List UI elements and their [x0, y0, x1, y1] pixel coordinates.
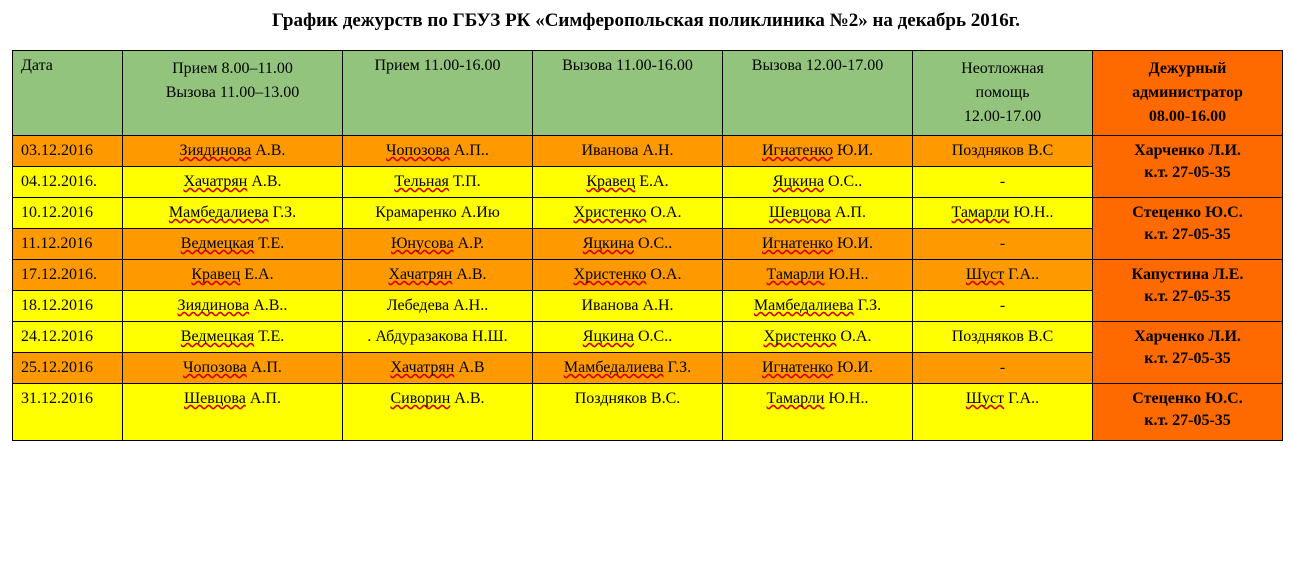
date-cell: 11.12.2016: [13, 229, 123, 260]
table-cell: Шуст Г.А..: [913, 260, 1093, 291]
table-row: 24.12.2016Ведмецкая Т.Е.. Абдуразакова Н…: [13, 322, 1283, 353]
table-cell: Христенко О.А.: [723, 322, 913, 353]
table-cell: Иванова А.Н.: [533, 136, 723, 167]
table-cell: . Абдуразакова Н.Ш.: [343, 322, 533, 353]
table-cell: Яцкина О.С..: [533, 229, 723, 260]
duty-admin-cell: Стеценко Ю.С.к.т. 27-05-35: [1093, 198, 1283, 260]
table-cell: Поздняков В.С: [913, 136, 1093, 167]
date-cell: 31.12.2016: [13, 384, 123, 441]
table-cell: Хачатрян А.В: [343, 353, 533, 384]
table-cell: Шевцова А.П.: [723, 198, 913, 229]
table-row: 03.12.2016Зиядинова А.В.Чопозова А.П..Ив…: [13, 136, 1283, 167]
table-cell: Игнатенко Ю.И.: [723, 353, 913, 384]
table-row: 04.12.2016.Хачатрян А.В.Тельная Т.П.Крав…: [13, 167, 1283, 198]
table-cell: Поздняков В.С.: [533, 384, 723, 441]
table-cell: Чопозова А.П.: [123, 353, 343, 384]
table-cell: -: [913, 291, 1093, 322]
table-cell: Христенко О.А.: [533, 260, 723, 291]
table-cell: Зиядинова А.В..: [123, 291, 343, 322]
table-cell: Сиворин А.В.: [343, 384, 533, 441]
table-cell: Хачатрян А.В.: [123, 167, 343, 198]
table-cell: -: [913, 353, 1093, 384]
table-cell: Хачатрян А.В.: [343, 260, 533, 291]
duty-admin-cell: Капустина Л.Е.к.т. 27-05-35: [1093, 260, 1283, 322]
col-date: Дата: [13, 51, 123, 136]
table-cell: Мамбедалиева Г.З.: [723, 291, 913, 322]
table-cell: Игнатенко Ю.И.: [723, 229, 913, 260]
table-cell: Зиядинова А.В.: [123, 136, 343, 167]
table-row: 18.12.2016Зиядинова А.В..Лебедева А.Н..И…: [13, 291, 1283, 322]
col-reception-morning: Прием 8.00–11.00 Вызова 11.00–13.00: [123, 51, 343, 136]
col-calls-12-17: Вызова 12.00-17.00: [723, 51, 913, 136]
table-cell: Ведмецкая Т.Е.: [123, 229, 343, 260]
duty-schedule-table: Дата Прием 8.00–11.00 Вызова 11.00–13.00…: [12, 50, 1283, 441]
table-cell: Ведмецкая Т.Е.: [123, 322, 343, 353]
col-reception-day: Прием 11.00-16.00: [343, 51, 533, 136]
table-cell: Лебедева А.Н..: [343, 291, 533, 322]
table-cell: -: [913, 229, 1093, 260]
table-cell: Тамарли Ю.Н..: [913, 198, 1093, 229]
table-cell: Христенко О.А.: [533, 198, 723, 229]
table-cell: Крамаренко А.Ию: [343, 198, 533, 229]
page-title: График дежурств по ГБУЗ РК «Симферопольс…: [12, 10, 1280, 32]
table-row: 31.12.2016Шевцова А.П.Сиворин А.В.Поздня…: [13, 384, 1283, 441]
date-cell: 04.12.2016.: [13, 167, 123, 198]
table-cell: Шуст Г.А..: [913, 384, 1093, 441]
duty-admin-cell: Стеценко Ю.С.к.т. 27-05-35: [1093, 384, 1283, 441]
header-row: Дата Прием 8.00–11.00 Вызова 11.00–13.00…: [13, 51, 1283, 136]
table-cell: Яцкина О.С..: [533, 322, 723, 353]
col-duty-admin: Дежурный администратор 08.00-16.00: [1093, 51, 1283, 136]
date-cell: 25.12.2016: [13, 353, 123, 384]
col-emergency: Неотложная помощь 12.00-17.00: [913, 51, 1093, 136]
duty-admin-cell: Харченко Л.И.к.т. 27-05-35: [1093, 136, 1283, 198]
table-cell: Мамбедалиева Г.З.: [533, 353, 723, 384]
table-cell: Кравец Е.А.: [123, 260, 343, 291]
table-cell: Мамбедалиева Г.З.: [123, 198, 343, 229]
table-cell: Шевцова А.П.: [123, 384, 343, 441]
col-calls-11-16: Вызова 11.00-16.00: [533, 51, 723, 136]
table-cell: Поздняков В.С: [913, 322, 1093, 353]
table-cell: Юнусова А.Р.: [343, 229, 533, 260]
date-cell: 18.12.2016: [13, 291, 123, 322]
date-cell: 24.12.2016: [13, 322, 123, 353]
table-cell: Тамарли Ю.Н..: [723, 384, 913, 441]
date-cell: 17.12.2016.: [13, 260, 123, 291]
table-cell: -: [913, 167, 1093, 198]
table-cell: Яцкина О.С..: [723, 167, 913, 198]
table-cell: Чопозова А.П..: [343, 136, 533, 167]
table-cell: Игнатенко Ю.И.: [723, 136, 913, 167]
table-row: 11.12.2016Ведмецкая Т.Е.Юнусова А.Р.Яцки…: [13, 229, 1283, 260]
table-cell: Тамарли Ю.Н..: [723, 260, 913, 291]
table-cell: Тельная Т.П.: [343, 167, 533, 198]
table-row: 25.12.2016Чопозова А.П.Хачатрян А.ВМамбе…: [13, 353, 1283, 384]
table-cell: Иванова А.Н.: [533, 291, 723, 322]
date-cell: 10.12.2016: [13, 198, 123, 229]
table-row: 10.12.2016Мамбедалиева Г.З.Крамаренко А.…: [13, 198, 1283, 229]
date-cell: 03.12.2016: [13, 136, 123, 167]
table-row: 17.12.2016.Кравец Е.А.Хачатрян А.В.Христ…: [13, 260, 1283, 291]
duty-admin-cell: Харченко Л.И.к.т. 27-05-35: [1093, 322, 1283, 384]
table-cell: Кравец Е.А.: [533, 167, 723, 198]
